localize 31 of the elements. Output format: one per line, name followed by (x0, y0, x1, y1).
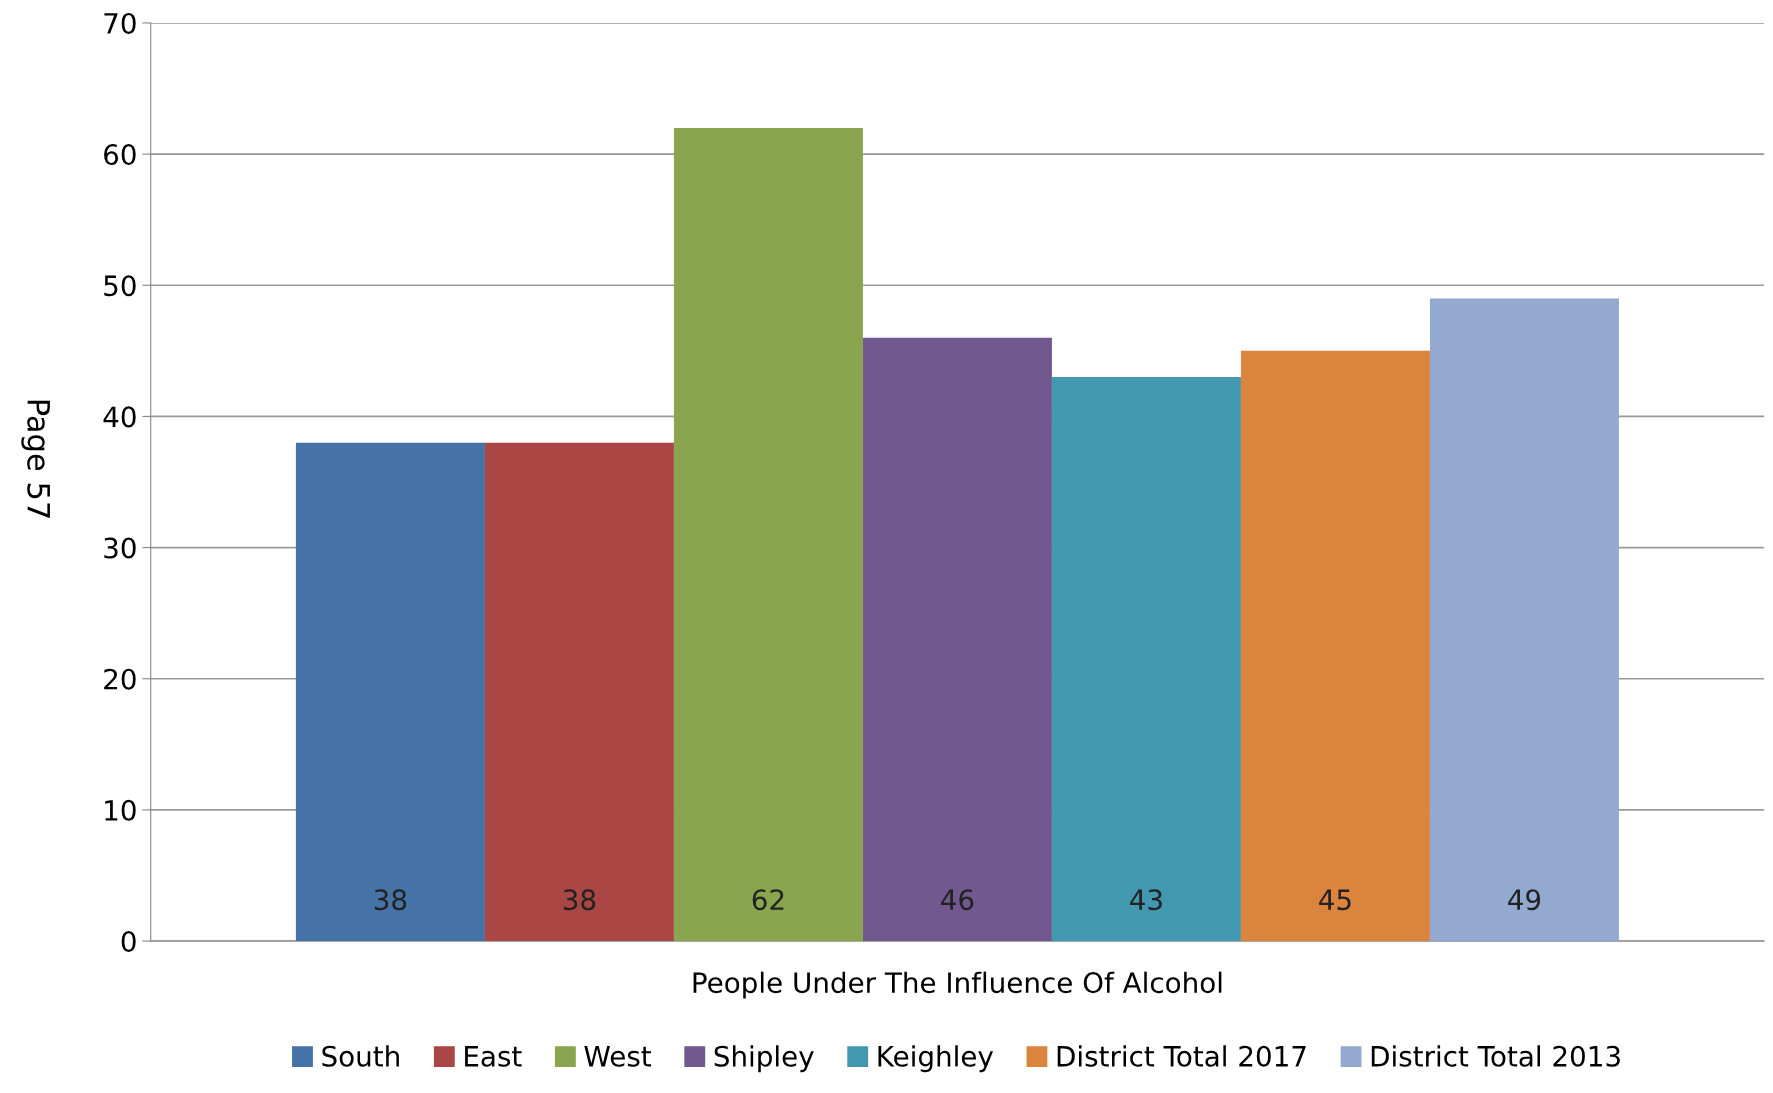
legend-label: District Total 2017 (1057, 1045, 1306, 1067)
y-tick-label: 50 (104, 275, 136, 297)
y-tick-label: 0 (121, 931, 136, 953)
bar (1429, 298, 1619, 942)
text: Page 57 (21, 400, 50, 518)
y-tick-label: 70 (104, 12, 136, 34)
data-label: 45 (1319, 889, 1351, 911)
legend-label: East (465, 1046, 522, 1067)
data-label: 62 (752, 889, 784, 911)
bar (673, 127, 863, 942)
data-label: 49 (1508, 889, 1541, 911)
legend-label: West (584, 1046, 652, 1067)
bar (862, 337, 1052, 942)
data-label: 43 (1130, 889, 1162, 911)
legend-label: District Total 2013 (1371, 1045, 1620, 1067)
legend-label: Keighley (878, 1045, 994, 1073)
bar (295, 442, 485, 942)
x-tick-label: People Under The Influence Of Alcohol (693, 971, 1222, 999)
y-tick-label: 20 (104, 668, 136, 690)
y-tick-label: 40 (103, 406, 136, 428)
data-label: 38 (563, 889, 596, 911)
bar (484, 442, 674, 942)
data-label: 38 (374, 889, 407, 911)
bar (1240, 350, 1430, 942)
data-label: 46 (941, 889, 974, 911)
legend-label: South (322, 1045, 399, 1067)
y-tick-label: 10 (105, 799, 136, 821)
y-tick-label: 60 (104, 144, 136, 166)
bar (1051, 377, 1241, 942)
legend-label: Shipley (714, 1045, 814, 1073)
y-tick-label: 30 (104, 537, 136, 559)
